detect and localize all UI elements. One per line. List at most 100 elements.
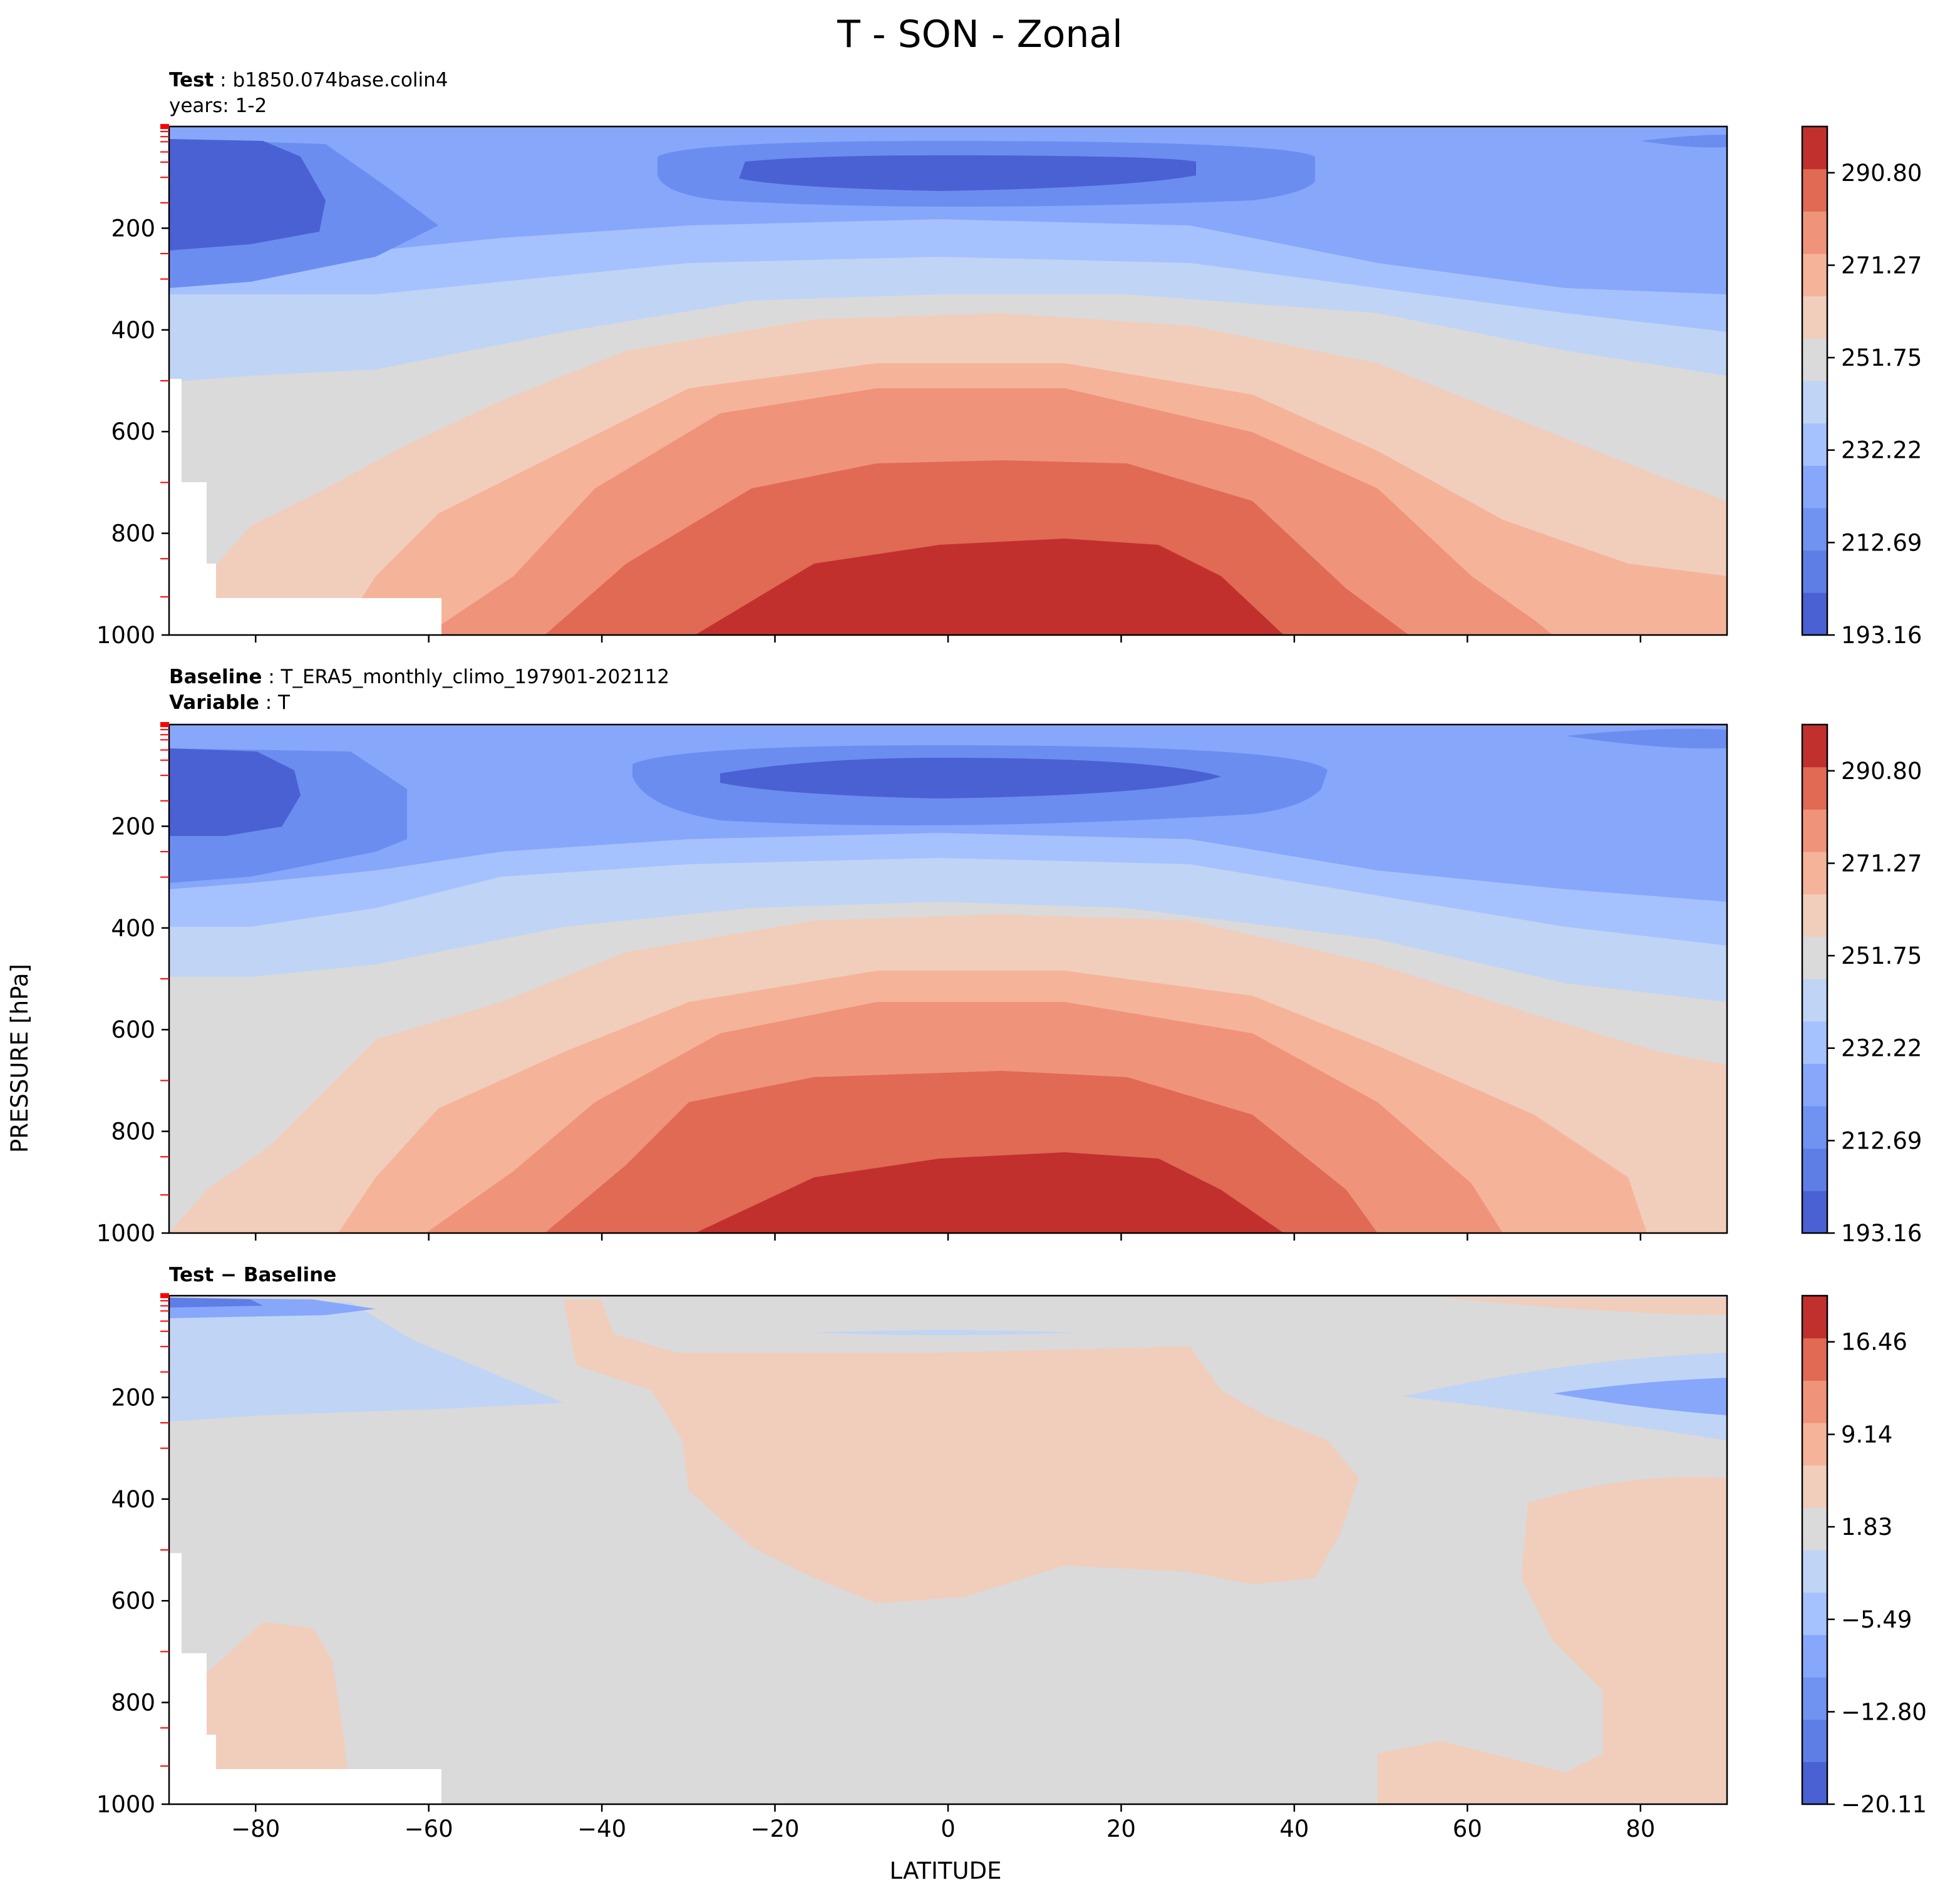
y-tick-label: 800 <box>111 520 155 547</box>
test-case-name: b1850.074base.colin4 <box>232 69 448 91</box>
colorbar-swatch <box>1802 1338 1827 1381</box>
y-tick-label: 200 <box>111 215 155 242</box>
contour-level <box>695 539 1284 635</box>
colorbar-swatch <box>1802 254 1827 297</box>
baseline-name: T_ERA5_monthly_climo_197901-202112 <box>281 666 670 688</box>
contour-level <box>564 1299 1359 1603</box>
colorbar-swatch <box>1802 1063 1827 1107</box>
diff-label: Test − Baseline <box>169 1264 337 1286</box>
x-tick-label: 80 <box>1626 1815 1655 1842</box>
contour-level <box>1553 1378 1727 1415</box>
y-tick-label: 600 <box>111 418 155 445</box>
colorbar-tick-label: 16.46 <box>1841 1329 1907 1356</box>
y-tick-label: 1000 <box>96 1220 155 1247</box>
colorbar-swatch <box>1802 1719 1827 1762</box>
x-tick-label: 60 <box>1453 1815 1482 1842</box>
contour-level <box>1565 728 1727 749</box>
baseline-contours <box>169 725 1727 1233</box>
colorbar-tick-label: 290.80 <box>1841 160 1922 187</box>
colorbar-swatch <box>1802 1762 1827 1805</box>
baseline-label: Baseline <box>169 666 262 688</box>
contour-level <box>169 126 1727 294</box>
colorbar-tick-label: −20.11 <box>1841 1791 1927 1818</box>
colorbar-swatch <box>1802 550 1827 593</box>
x-tick-label: −40 <box>577 1815 626 1842</box>
colorbar-swatch <box>1802 381 1827 424</box>
colorbar-tick-label: 251.75 <box>1841 344 1922 371</box>
variable-name: T <box>278 691 290 714</box>
colorbar-tick-label: 290.80 <box>1841 758 1922 785</box>
contour-level <box>1403 1353 1727 1440</box>
colorbar-tick-label: 271.27 <box>1841 252 1922 279</box>
colorbar-swatch <box>1802 1465 1827 1508</box>
colorbar-tick-label: 232.22 <box>1841 1035 1922 1062</box>
colorbar-tick-label: 193.16 <box>1841 1220 1922 1247</box>
variable-label: Variable <box>169 691 259 714</box>
x-tick-label: 40 <box>1279 1815 1309 1842</box>
x-tick-label: −60 <box>405 1815 453 1842</box>
colorbar-tick-label: 251.75 <box>1841 942 1922 969</box>
colorbar-swatch <box>1802 126 1827 170</box>
colorbar-swatch <box>1802 592 1827 636</box>
x-axis-label: LATITUDE <box>889 1857 1002 1884</box>
variable-header: Variable : T <box>169 691 290 714</box>
y-tick-label: 200 <box>111 813 155 840</box>
colorbar-tick-label: 9.14 <box>1841 1421 1892 1448</box>
colorbar-tick-label: 232.22 <box>1841 437 1922 464</box>
y-tick-label: 800 <box>111 1690 155 1717</box>
y-tick-label: 400 <box>111 317 155 344</box>
y-tick-label: 600 <box>111 1588 155 1614</box>
colorbar-swatch <box>1802 852 1827 895</box>
colorbar-swatch <box>1802 1550 1827 1593</box>
contour-level <box>1378 1477 1727 1804</box>
model-top-marker <box>160 124 169 129</box>
colorbar-frame <box>1801 1294 1828 1805</box>
model-top-marker <box>160 722 169 727</box>
diff-contours <box>169 1296 1727 1804</box>
test-contours <box>169 126 1727 635</box>
colorbar-swatch <box>1802 1106 1827 1149</box>
test-label: Test <box>169 69 214 91</box>
contour-level <box>720 758 1221 798</box>
colorbar-swatch <box>1802 1380 1827 1423</box>
colorbar-swatch <box>1802 936 1827 979</box>
colorbar-swatch <box>1802 296 1827 339</box>
contour-level <box>739 155 1196 191</box>
colorbar-swatch <box>1802 1190 1827 1234</box>
colorbar-tick-label: 212.69 <box>1841 1127 1922 1154</box>
colorbar-swatch <box>1802 1296 1827 1339</box>
topography-mask <box>169 379 441 635</box>
diff-header: Test − Baseline <box>169 1266 336 1285</box>
y-tick-label: 400 <box>111 1486 155 1513</box>
colorbar-swatch <box>1802 338 1827 381</box>
y-tick-label: 400 <box>111 915 155 942</box>
y-tick-label: 1000 <box>96 1791 155 1818</box>
contour-level <box>169 1298 263 1308</box>
contour-level <box>1641 135 1727 148</box>
colorbar-swatch <box>1802 168 1827 212</box>
colorbar-swatch <box>1802 1677 1827 1720</box>
test-header: Test : b1850.074base.colin4 <box>169 69 448 91</box>
topography-mask <box>169 1553 441 1804</box>
x-tick-label: 0 <box>941 1815 956 1842</box>
colorbar-tick-label: 193.16 <box>1841 622 1922 649</box>
colorbar-tick-label: −5.49 <box>1841 1606 1912 1633</box>
contour-level <box>169 139 326 250</box>
colorbar-frame <box>1801 125 1828 636</box>
y-tick-label: 600 <box>111 1016 155 1043</box>
colorbar-swatch <box>1802 465 1827 509</box>
figure-title: T - SON - Zonal <box>837 13 1123 56</box>
colorbar-swatch <box>1802 767 1827 810</box>
colorbar-tick-label: 1.83 <box>1841 1514 1892 1541</box>
colorbar-swatch <box>1802 508 1827 551</box>
contour-level <box>1440 1298 1727 1315</box>
y-tick-label: 200 <box>111 1384 155 1411</box>
test-panel <box>168 125 1728 636</box>
contour-level <box>814 1330 1077 1335</box>
baseline-panel <box>168 723 1728 1234</box>
contour-level <box>169 1298 564 1422</box>
colorbar-swatch <box>1802 725 1827 768</box>
colorbar-swatch <box>1802 423 1827 466</box>
diff-panel <box>168 1294 1728 1805</box>
